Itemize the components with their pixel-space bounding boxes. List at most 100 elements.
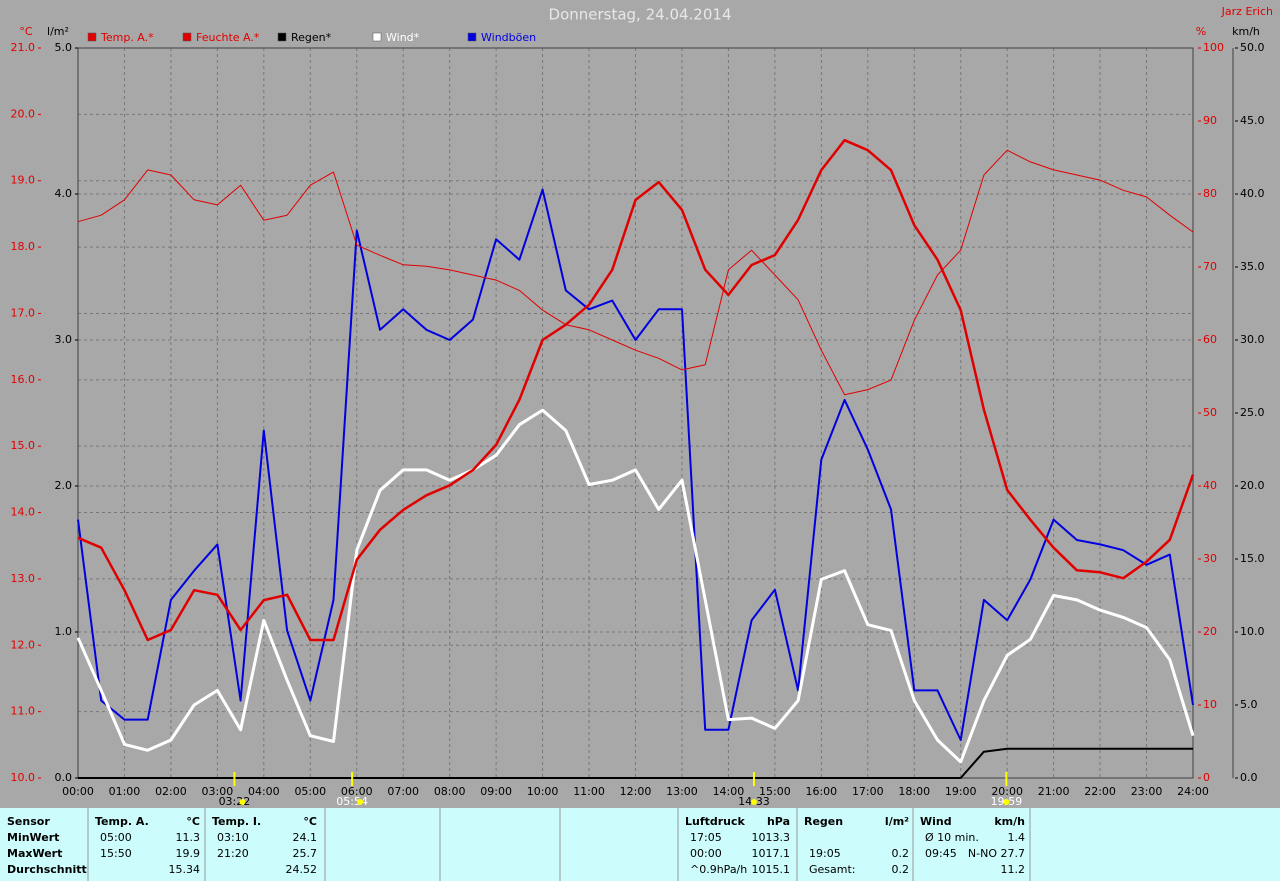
y2ticks-label: 20 <box>1203 625 1217 638</box>
x-tick-label: 07:00 <box>387 785 419 798</box>
y4ticks-label: 5.0 <box>1240 698 1258 711</box>
legend-swatch <box>87 32 97 42</box>
y4ticks-label: 50.0 <box>1240 41 1265 54</box>
y2ticks-label: 100 <box>1203 41 1224 54</box>
y2ticks-label: 0 <box>1203 771 1210 784</box>
y4ticks-label: 30.0 <box>1240 333 1265 346</box>
y3ticks-label: 5.0 <box>55 41 73 54</box>
block-header: l/m² <box>885 815 909 828</box>
block-cell: 25.7 <box>293 847 318 860</box>
y3ticks-label: 0.0 <box>55 771 73 784</box>
stats-panel <box>0 808 1280 881</box>
marker-icon <box>239 799 246 805</box>
block-cell: 15.34 <box>169 863 201 876</box>
yticks-label: 21.0 <box>11 41 36 54</box>
yticks-label: 14.0 <box>11 506 36 519</box>
x-tick-label: 00:00 <box>62 785 94 798</box>
series-line <box>76 408 1195 764</box>
legend-swatch <box>372 32 382 42</box>
legend-label: Regen* <box>291 31 332 44</box>
y2ticks-label: 50 <box>1203 406 1217 419</box>
legend-label: Temp. A.* <box>100 31 154 44</box>
block-cell: 05:00 <box>100 831 132 844</box>
row-label: MinWert <box>7 831 59 844</box>
legend-label: Wind* <box>386 31 420 44</box>
block-header: hPa <box>767 815 790 828</box>
marker-label: 03:22 <box>219 795 251 808</box>
series-line <box>77 188 1194 741</box>
row-label: Durchschnitt <box>7 863 87 876</box>
block-cell: 0.2 <box>892 847 910 860</box>
marker-icon <box>750 799 757 805</box>
marker-icon <box>1003 799 1010 805</box>
x-tick-label: 05:00 <box>294 785 326 798</box>
x-tick-label: 24:00 <box>1177 785 1209 798</box>
legend-label: Windböen <box>481 31 536 44</box>
block-cell: 1015.1 <box>752 863 791 876</box>
block-cell: 09:45 <box>925 847 957 860</box>
block-header: Wind <box>920 815 952 828</box>
x-tick-label: 16:00 <box>805 785 837 798</box>
block-cell: 1013.3 <box>752 831 791 844</box>
y4ticks-label: 10.0 <box>1240 625 1265 638</box>
y4ticks-label: 25.0 <box>1240 406 1265 419</box>
yticks-label: 18.0 <box>11 240 36 253</box>
y3ticks-label: 1.0 <box>55 625 73 638</box>
block-header: Temp. I. <box>212 815 261 828</box>
y2-axis-unit: % <box>1196 25 1206 38</box>
x-tick-label: 02:00 <box>155 785 187 798</box>
x-tick-label: 20:00 <box>991 785 1023 798</box>
x-tick-label: 21:00 <box>1038 785 1070 798</box>
yticks-label: 15.0 <box>11 439 36 452</box>
block-header: km/h <box>994 815 1025 828</box>
y2ticks-label: 40 <box>1203 479 1217 492</box>
block-header: Luftdruck <box>685 815 746 828</box>
yticks-label: 11.0 <box>11 705 36 718</box>
block-cell: 17:05 <box>690 831 722 844</box>
block-cell: 1.4 <box>1008 831 1026 844</box>
row-label: MaxWert <box>7 847 62 860</box>
block-cell: 19:05 <box>809 847 841 860</box>
block-cell: Ø 10 min. <box>925 831 979 844</box>
block-cell: ^0.9hPa/h <box>690 863 747 876</box>
y2ticks-label: 60 <box>1203 333 1217 346</box>
y-axis-unit: °C <box>19 25 33 38</box>
series-line <box>77 149 1194 396</box>
author: Jarz Erich <box>1221 5 1273 18</box>
x-tick-label: 08:00 <box>434 785 466 798</box>
x-tick-label: 18:00 <box>898 785 930 798</box>
block-cell: Gesamt: <box>809 863 856 876</box>
block-cell: 1017.1 <box>752 847 791 860</box>
y4ticks-label: 20.0 <box>1240 479 1265 492</box>
yticks-label: 16.0 <box>11 373 36 386</box>
series-line <box>78 747 1193 779</box>
y2ticks-label: 30 <box>1203 552 1217 565</box>
block-cell: 00:00 <box>690 847 722 860</box>
yticks-label: 19.0 <box>11 174 36 187</box>
y4ticks-label: 45.0 <box>1240 114 1265 127</box>
y2ticks-label: 70 <box>1203 260 1217 273</box>
block-header: °C <box>303 815 317 828</box>
series-line <box>77 138 1195 642</box>
y2ticks-label: 80 <box>1203 187 1217 200</box>
block-cell: 11.2 <box>1001 863 1026 876</box>
y4-axis-unit: km/h <box>1232 25 1260 38</box>
legend-swatch <box>182 32 192 42</box>
y2ticks-label: 10 <box>1203 698 1217 711</box>
block-cell: 24.1 <box>293 831 318 844</box>
yticks-label: 13.0 <box>11 572 36 585</box>
block-header: Temp. A. <box>95 815 149 828</box>
y4ticks-label: 35.0 <box>1240 260 1265 273</box>
x-tick-label: 19:00 <box>945 785 977 798</box>
marker-label: 05:54 <box>336 795 368 808</box>
yticks-label: 12.0 <box>11 638 36 651</box>
x-tick-label: 22:00 <box>1084 785 1116 798</box>
y2ticks-label: 90 <box>1203 114 1217 127</box>
background <box>0 0 1280 808</box>
legend-swatch <box>277 32 287 42</box>
x-tick-label: 09:00 <box>480 785 512 798</box>
x-tick-label: 03:00 <box>202 785 234 798</box>
x-tick-label: 11:00 <box>573 785 605 798</box>
yticks-label: 20.0 <box>11 107 36 120</box>
